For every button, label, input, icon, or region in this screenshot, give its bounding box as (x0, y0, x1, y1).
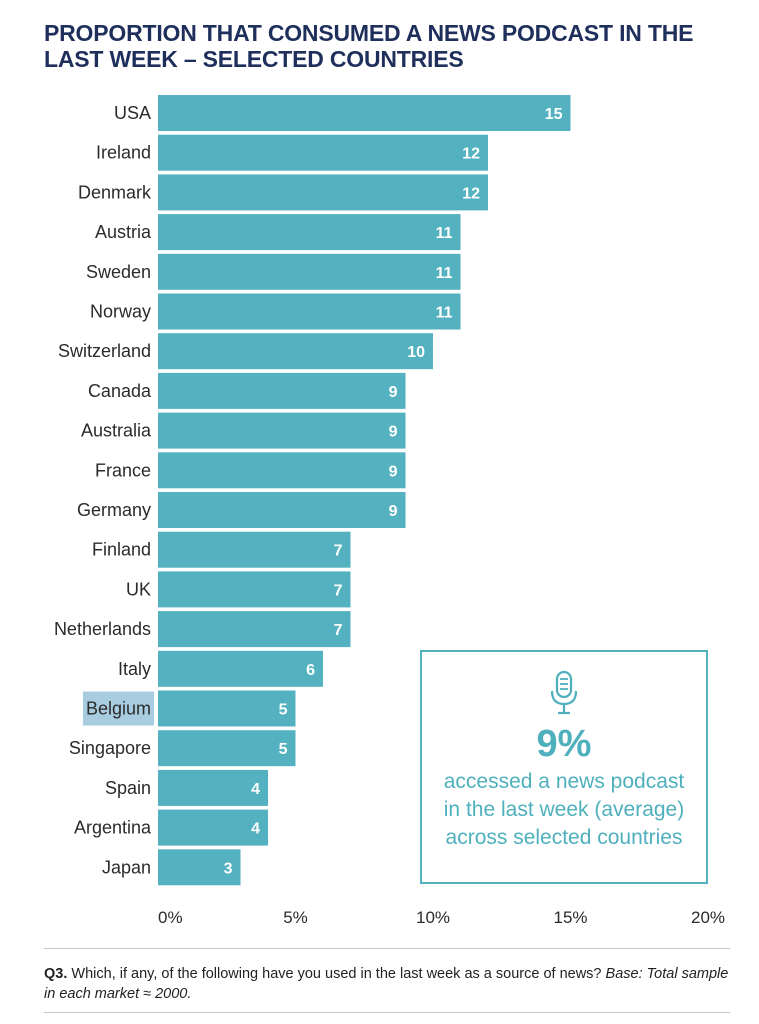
bar-sweden (158, 253, 461, 290)
bar-value-label-spain: 4 (251, 781, 260, 798)
bar-ireland (158, 134, 488, 171)
bar-uk (158, 571, 351, 608)
bar-value-label-belgium: 5 (279, 702, 288, 719)
bar-value-label-germany: 9 (389, 503, 398, 520)
bar-value-label-singapore: 5 (279, 741, 288, 758)
category-label-argentina: Argentina (74, 818, 152, 838)
bar-value-label-canada: 9 (389, 384, 398, 401)
category-label-canada: Canada (88, 381, 152, 401)
average-description-line-2: in the last week (average) (443, 798, 685, 821)
footnote-base-text: Base: Total sample in each market ≈ 2000… (44, 966, 729, 1002)
category-label-japan: Japan (102, 857, 151, 877)
bar-austria (158, 214, 461, 251)
category-label-belgium: Belgium (86, 699, 151, 719)
footnote-question-label: Q3. (44, 966, 68, 982)
average-value: 9% (536, 723, 592, 765)
bar-argentina (158, 809, 268, 846)
bar-japan (158, 849, 241, 886)
category-label-singapore: Singapore (69, 738, 151, 758)
bar-value-label-japan: 3 (224, 860, 233, 877)
average-description-line-1: accessed a news podcast (443, 770, 685, 793)
bar-singapore (158, 730, 296, 767)
bar-value-label-argentina: 4 (251, 821, 260, 838)
bar-value-label-finland: 7 (334, 543, 343, 560)
category-labels: USA Ireland Denmark Austria Sweden Norway Swit… (54, 103, 154, 877)
footnote-question-text: Which, if any, of the following have you… (71, 966, 602, 982)
bar-value-label-france: 9 (389, 463, 398, 480)
category-label-austria: Austria (95, 222, 152, 242)
x-axis-tick-labels: 0% 5% 10% 15% 20% (158, 908, 725, 927)
chart-title-line-2: LAST WEEK – SELECTED COUNTRIES (44, 46, 464, 72)
average-description-line-3: across selected countries (445, 826, 683, 849)
microphone-icon (550, 670, 578, 715)
category-label-sweden: Sweden (86, 262, 151, 282)
bar-spain (158, 769, 268, 806)
average-callout-box: 9% accessed a news podcast in the last w… (420, 650, 708, 884)
x-tick-label-5: 5% (283, 908, 308, 927)
x-tick-label-20: 20% (691, 908, 725, 927)
category-label-denmark: Denmark (78, 182, 152, 202)
bar-denmark (158, 174, 488, 211)
bars-group: 15 12 12 11 11 11 10 9 9 9 9 7 7 7 6 5 5 4 4 3 (158, 95, 571, 886)
bar-value-label-italy: 6 (306, 662, 315, 679)
x-tick-label-15: 15% (553, 908, 587, 927)
category-label-ireland: Ireland (96, 143, 151, 163)
category-label-uk: UK (126, 579, 151, 599)
category-label-usa: USA (114, 103, 151, 123)
footnote: Q3. Which, if any, of the following have… (44, 964, 734, 1004)
bar-canada (158, 372, 406, 409)
category-label-netherlands: Netherlands (54, 619, 151, 639)
bar-norway (158, 293, 461, 330)
category-label-australia: Australia (81, 421, 152, 441)
bar-belgium (158, 690, 296, 727)
category-label-switzerland: Switzerland (58, 341, 151, 361)
category-highlight-belgium (82, 691, 154, 726)
bar-value-label-ireland: 12 (462, 146, 480, 163)
bar-finland (158, 531, 351, 568)
chart-title: PROPORTION THAT CONSUMED A NEWS PODCAST … (44, 20, 734, 72)
bar-value-label-switzerland: 10 (407, 344, 425, 361)
bar-value-label-denmark: 12 (462, 185, 480, 202)
bar-chart: 15 12 12 11 11 11 10 9 9 9 9 7 7 7 6 5 5 4 4 3 USA Ireland De… (54, 95, 725, 927)
bar-france (158, 452, 406, 489)
bar-italy (158, 650, 323, 687)
category-label-france: France (95, 460, 151, 480)
chart-title-line-1: PROPORTION THAT CONSUMED A NEWS PODCAST … (44, 20, 694, 46)
x-tick-label-10: 10% (416, 908, 450, 927)
average-description: accessed a news podcast in the last week… (422, 768, 706, 852)
x-tick-label-0: 0% (158, 908, 183, 927)
category-label-spain: Spain (105, 778, 151, 798)
bar-value-label-netherlands: 7 (334, 622, 343, 639)
category-label-germany: Germany (77, 500, 151, 520)
footnote-bottom-divider (44, 1012, 730, 1013)
bar-value-label-sweden: 11 (436, 265, 453, 282)
bar-usa (158, 95, 571, 131)
bar-value-label-uk: 7 (334, 582, 343, 599)
bar-germany (158, 492, 406, 528)
category-label-norway: Norway (90, 302, 151, 322)
bar-australia (158, 412, 406, 449)
category-label-italy: Italy (118, 659, 151, 679)
footnote-top-divider (44, 948, 730, 949)
bar-value-label-australia: 9 (389, 424, 398, 441)
bar-value-label-austria: 11 (436, 225, 453, 242)
bar-netherlands (158, 611, 351, 648)
category-label-finland: Finland (92, 540, 151, 560)
bar-value-label-norway: 11 (436, 305, 453, 322)
bar-value-label-usa: 15 (545, 106, 563, 123)
bar-switzerland (158, 333, 433, 370)
